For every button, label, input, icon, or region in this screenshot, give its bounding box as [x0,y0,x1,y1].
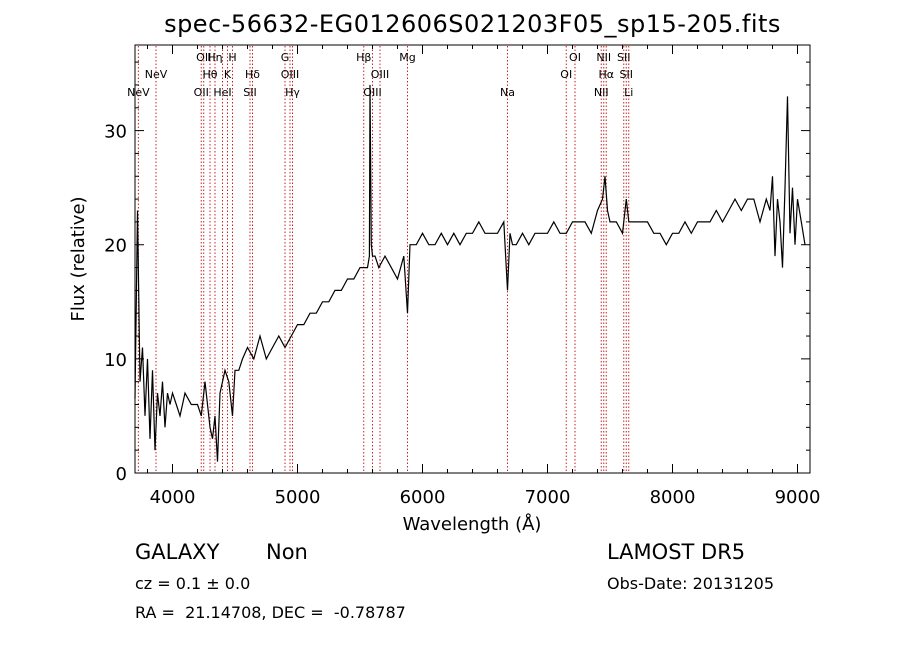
x-tick-label: 8000 [650,487,696,508]
line-label: OIII [371,68,389,81]
line-label: Na [500,86,515,99]
line-label: H [228,51,236,64]
line-label: OII [194,86,209,99]
y-tick-label: 10 [104,350,127,371]
observation-date: Obs-Date: 20131205 [607,574,775,593]
y-tick-label: 30 [104,122,127,143]
line-label: Li [624,86,633,99]
x-tick-label: 7000 [525,487,571,508]
line-label: SII [617,51,630,64]
object-subclass: Non [266,540,308,564]
line-label: OI [560,68,572,81]
line-label: NII [596,51,611,64]
line-label: SII [620,68,633,81]
line-label: Hβ [356,51,371,64]
line-label: NeV [127,86,150,99]
line-label: Mg [399,51,415,64]
coordinates-readout: RA = 21.14708, DEC = -0.78787 [135,603,406,622]
line-markers [137,46,630,472]
x-tick-label: 4000 [150,487,196,508]
x-tick-label: 6000 [400,487,446,508]
axis-ticks: 4000 5000 6000 7000 8000 9000 0 10 20 30 [104,45,820,508]
line-label: Hδ [245,68,260,81]
line-label: SII [243,86,256,99]
x-tick-label: 5000 [275,487,321,508]
line-label: NeV [145,68,168,81]
object-class: GALAXY [135,540,220,564]
y-tick-label: 0 [116,464,127,485]
x-axis-label: Wavelength (Å) [403,513,542,535]
line-labels: NeVNeVOIIOIIHθHηHeIKHSIIHδGOIIIHγHβOIIIO… [127,51,633,99]
y-tick-label: 20 [104,236,127,257]
redshift-readout: cz = 0.1 ± 0.0 [135,574,251,593]
line-label: OIII [363,86,381,99]
line-label: Hθ [202,68,217,81]
line-label: G [281,51,290,64]
line-label: OII [196,51,211,64]
x-tick-label: 9000 [775,487,821,508]
chart-title: spec-56632-EG012606S021203F05_sp15-205.f… [164,10,781,38]
plot-frame [134,44,811,474]
line-label: Hα [598,68,614,81]
survey-name: LAMOST DR5 [607,540,746,564]
line-label: OI [569,51,581,64]
spectrum-line [134,84,806,462]
y-axis-label: Flux (relative) [68,196,89,321]
line-label: Hγ [285,86,300,99]
line-label: HeI [213,86,231,99]
line-label: NII [594,86,609,99]
line-label: K [224,68,232,81]
line-label: OIII [281,68,299,81]
line-label: Hη [207,51,222,64]
